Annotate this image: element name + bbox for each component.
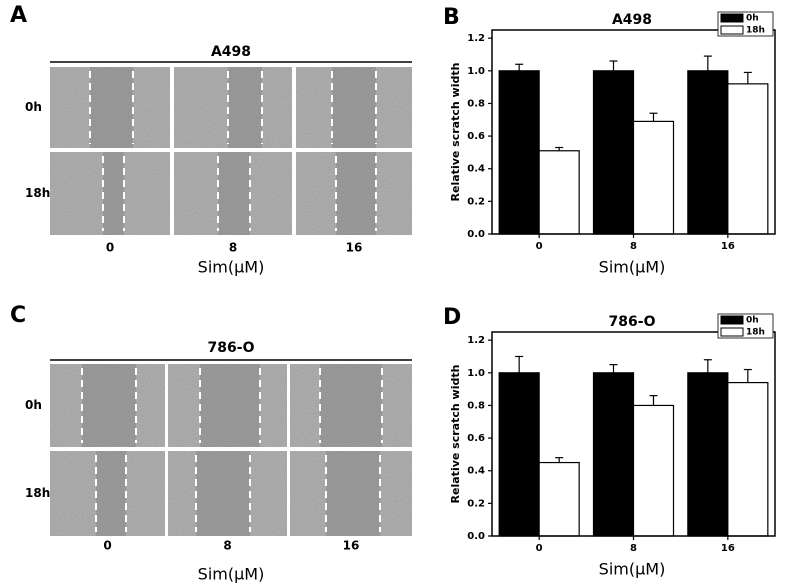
scratch-area xyxy=(320,364,382,447)
panel-label: A xyxy=(10,3,27,28)
scratch-area xyxy=(96,451,126,536)
y-tick-label: 0.2 xyxy=(467,196,485,207)
panel-title: A498 xyxy=(211,44,251,60)
bar xyxy=(727,381,769,537)
legend-swatch xyxy=(720,25,744,35)
panel-label: D xyxy=(443,305,461,330)
column-label: 8 xyxy=(223,539,231,553)
plot-frame xyxy=(491,29,776,235)
chart-title: 786-O xyxy=(609,314,656,330)
row-label: 0h xyxy=(25,100,42,114)
bar xyxy=(727,83,769,235)
x-tick-label: 16 xyxy=(721,241,735,252)
bar xyxy=(632,404,675,537)
scratch-area xyxy=(326,451,380,536)
y-tick-label: 0.4 xyxy=(467,164,485,175)
bar xyxy=(498,372,540,537)
x-tick-label: 8 xyxy=(630,241,637,252)
legend-label: 0h xyxy=(746,14,759,24)
y-tick-label: 0.0 xyxy=(467,229,485,240)
column-label: 0 xyxy=(103,539,111,553)
x-tick-label: 16 xyxy=(721,543,735,554)
y-tick-label: 1.0 xyxy=(467,66,485,77)
scratch-area xyxy=(90,67,133,148)
x-tick-label: 8 xyxy=(630,543,637,554)
scratch-area xyxy=(82,364,136,447)
y-tick-label: 0.6 xyxy=(467,131,485,142)
y-axis-label: Relative scratch width xyxy=(449,365,462,504)
y-tick-label: 0.6 xyxy=(467,433,485,444)
bar xyxy=(538,461,580,537)
legend-swatch xyxy=(720,327,744,337)
bar xyxy=(687,70,729,235)
legend-label: 0h xyxy=(746,316,759,326)
y-axis-label: Relative scratch width xyxy=(449,63,462,202)
x-tick-label: 0 xyxy=(536,543,543,554)
legend-swatch xyxy=(720,13,744,23)
plot-frame xyxy=(491,331,776,537)
scratch-area xyxy=(336,152,376,235)
column-label: 16 xyxy=(343,539,360,553)
bar xyxy=(687,372,729,537)
row-label: 0h xyxy=(25,398,42,412)
bar xyxy=(632,120,675,235)
chart-title: A498 xyxy=(612,12,652,28)
y-tick-label: 0.4 xyxy=(467,466,485,477)
column-label: 16 xyxy=(346,241,363,255)
bar xyxy=(592,372,635,537)
bar xyxy=(592,70,635,235)
legend-label: 18h xyxy=(746,26,765,36)
x-axis-label: Sim(μM) xyxy=(198,258,265,277)
legend-swatch xyxy=(720,315,744,325)
row-label: 18h xyxy=(25,486,50,500)
scratch-area xyxy=(332,67,376,148)
y-tick-label: 1.2 xyxy=(467,335,485,346)
y-tick-label: 1.2 xyxy=(467,33,485,44)
y-tick-label: 0.8 xyxy=(467,400,485,411)
bar xyxy=(538,150,580,235)
scratch-area xyxy=(196,451,250,536)
scratch-area xyxy=(228,67,262,148)
scratch-area xyxy=(103,152,124,235)
panel-title: 786-O xyxy=(208,340,255,356)
y-tick-label: 1.0 xyxy=(467,368,485,379)
bar xyxy=(498,70,540,235)
panel-label: C xyxy=(10,303,26,328)
column-label: 0 xyxy=(106,241,114,255)
panel-label: B xyxy=(443,5,460,30)
y-tick-label: 0.8 xyxy=(467,98,485,109)
x-axis-label: Sim(μM) xyxy=(198,565,265,584)
row-label: 18h xyxy=(25,186,50,200)
column-label: 8 xyxy=(229,241,237,255)
x-tick-label: 0 xyxy=(536,241,543,252)
scratch-area xyxy=(218,152,250,235)
x-axis-label: Sim(μM) xyxy=(599,258,666,277)
x-axis-label: Sim(μM) xyxy=(599,560,666,579)
y-tick-label: 0.2 xyxy=(467,498,485,509)
scratch-area xyxy=(200,364,260,447)
y-tick-label: 0.0 xyxy=(467,531,485,542)
legend-label: 18h xyxy=(746,328,765,338)
